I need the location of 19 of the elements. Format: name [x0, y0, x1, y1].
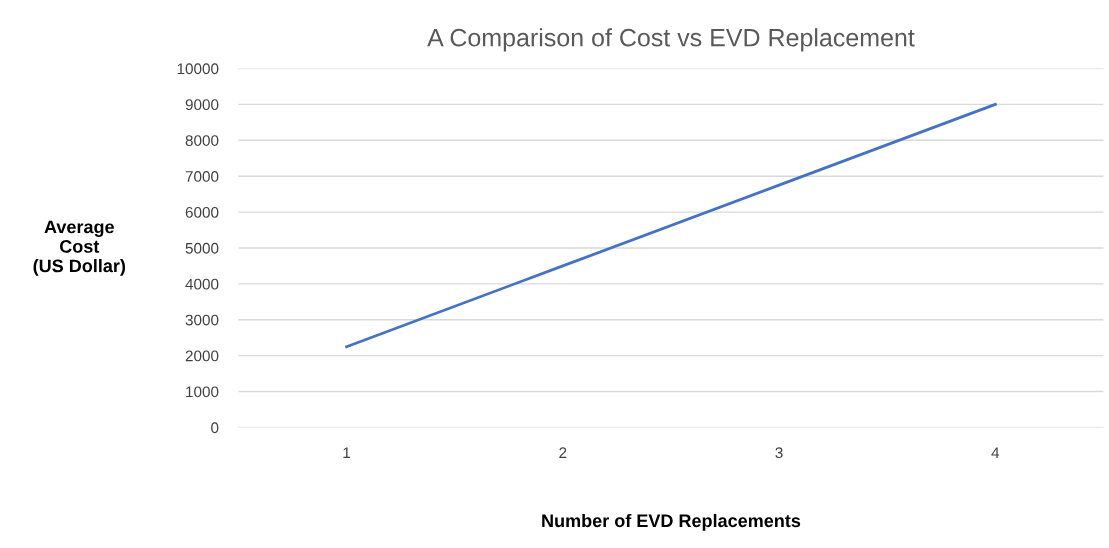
y-tick-label: 7000 [185, 171, 219, 182]
x-axis-title: Number of EVD Replacements [542, 513, 801, 531]
y-tick-label: 3000 [185, 314, 219, 326]
x-tick-label: 1 [343, 447, 351, 458]
x-tick-label: 4 [991, 447, 1000, 458]
y-tick-label: 5000 [185, 242, 219, 254]
y-axis-title: Average Cost (US Dollar) [33, 220, 126, 276]
y-tick-label: 4000 [185, 278, 219, 290]
y-tick-label: 0 [211, 422, 219, 434]
y-tick-label: 10000 [177, 63, 219, 75]
chart-title: A Comparison of Cost vs EVD Replacement [427, 28, 915, 52]
y-tick-label: 1000 [186, 386, 219, 398]
y-tick-label: 8000 [185, 135, 219, 146]
x-tick-label: 3 [775, 447, 783, 459]
y-tick-label: 2000 [185, 350, 219, 362]
x-tick-label: 2 [559, 447, 567, 458]
y-tick-label: 9000 [185, 99, 219, 111]
line-series [345, 103, 997, 349]
y-tick-label: 6000 [185, 206, 219, 218]
